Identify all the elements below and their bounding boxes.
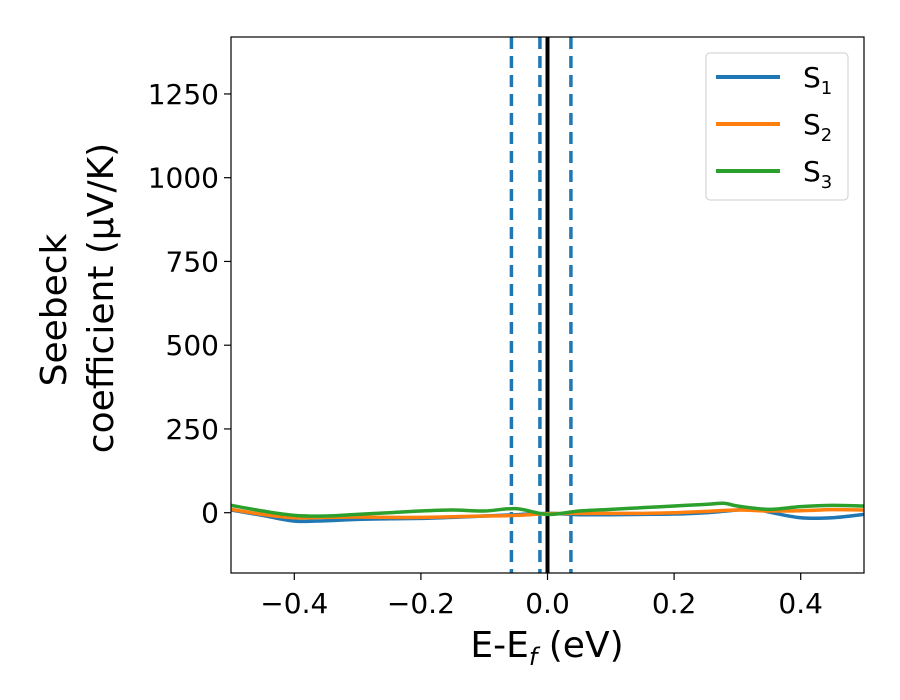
legend-label-s3: S3	[803, 155, 832, 193]
legend-box	[705, 52, 849, 201]
x-tick-label: −0.2	[387, 587, 455, 620]
legend: S1 S2 S3	[705, 52, 849, 201]
y-axis-label-line2: coefficient (μV/K)	[81, 143, 122, 453]
x-axis-label-unit: (eV)	[537, 625, 623, 666]
x-axis-ticks: −0.4 −0.2 0.0 0.2 0.4	[260, 573, 823, 620]
x-tick-label: 0.4	[778, 587, 823, 620]
x-tick-label: −0.4	[260, 587, 328, 620]
y-tick-label: 0	[201, 497, 219, 530]
x-axis-label-main: E-E	[470, 625, 528, 666]
y-tick-label: 1250	[148, 78, 219, 111]
y-axis-label-line1: Seebeck	[34, 233, 75, 386]
legend-label-s1: S1	[803, 61, 832, 99]
y-tick-label: 750	[166, 245, 219, 278]
series-line-s3	[231, 501, 864, 518]
y-axis-ticks: 0 250 500 750 1000 1250	[148, 78, 231, 530]
x-axis-label: E-Ef (eV)	[470, 625, 623, 671]
y-tick-label: 1000	[148, 162, 219, 195]
series-lines	[231, 501, 864, 524]
y-tick-label: 250	[166, 413, 219, 446]
x-tick-label: 0.2	[652, 587, 697, 620]
x-tick-label: 0.0	[525, 587, 570, 620]
legend-label-s2: S2	[803, 108, 832, 146]
y-tick-label: 500	[166, 329, 219, 362]
vertical-lines	[509, 37, 573, 573]
